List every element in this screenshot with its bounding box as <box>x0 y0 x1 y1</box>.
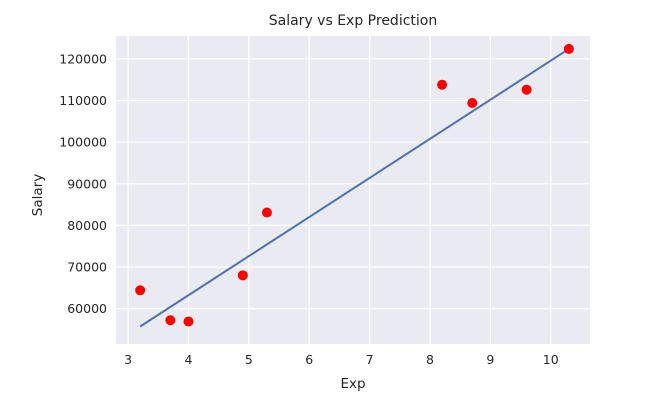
grid <box>116 36 590 344</box>
x-tick-label: 10 <box>543 352 559 367</box>
scatter-points <box>135 43 574 327</box>
y-tick-label: 110000 <box>59 93 107 108</box>
y-tick-label: 80000 <box>67 218 107 233</box>
data-point <box>261 207 272 218</box>
x-axis-label: Exp <box>340 376 365 392</box>
chart-title: Salary vs Exp Prediction <box>269 13 437 29</box>
y-tick-label: 60000 <box>67 301 107 316</box>
data-point <box>237 270 248 281</box>
x-tick-label: 7 <box>366 352 374 367</box>
x-tick-label: 6 <box>305 352 313 367</box>
x-tick-label: 8 <box>426 352 434 367</box>
y-tick-label: 100000 <box>59 135 107 150</box>
y-tick-label: 70000 <box>67 260 107 275</box>
y-tick-label: 120000 <box>59 51 107 66</box>
y-axis-label: Salary <box>30 174 46 216</box>
regression-line <box>139 48 570 328</box>
data-point <box>521 84 532 95</box>
x-tick-label: 3 <box>124 352 132 367</box>
x-tick-label: 4 <box>184 352 192 367</box>
tick-labels: 3 4 5 6 7 8 9 10 60000 70000 80000 90000 100000 11000… <box>59 51 558 367</box>
data-point <box>183 316 194 327</box>
y-tick-label: 90000 <box>67 176 107 191</box>
data-point <box>467 98 478 109</box>
data-point <box>563 43 574 54</box>
x-tick-label: 5 <box>245 352 253 367</box>
data-point <box>135 285 146 296</box>
data-point <box>437 79 448 90</box>
x-tick-label: 9 <box>486 352 494 367</box>
regression-line-layer <box>139 48 570 328</box>
data-point <box>165 315 176 326</box>
